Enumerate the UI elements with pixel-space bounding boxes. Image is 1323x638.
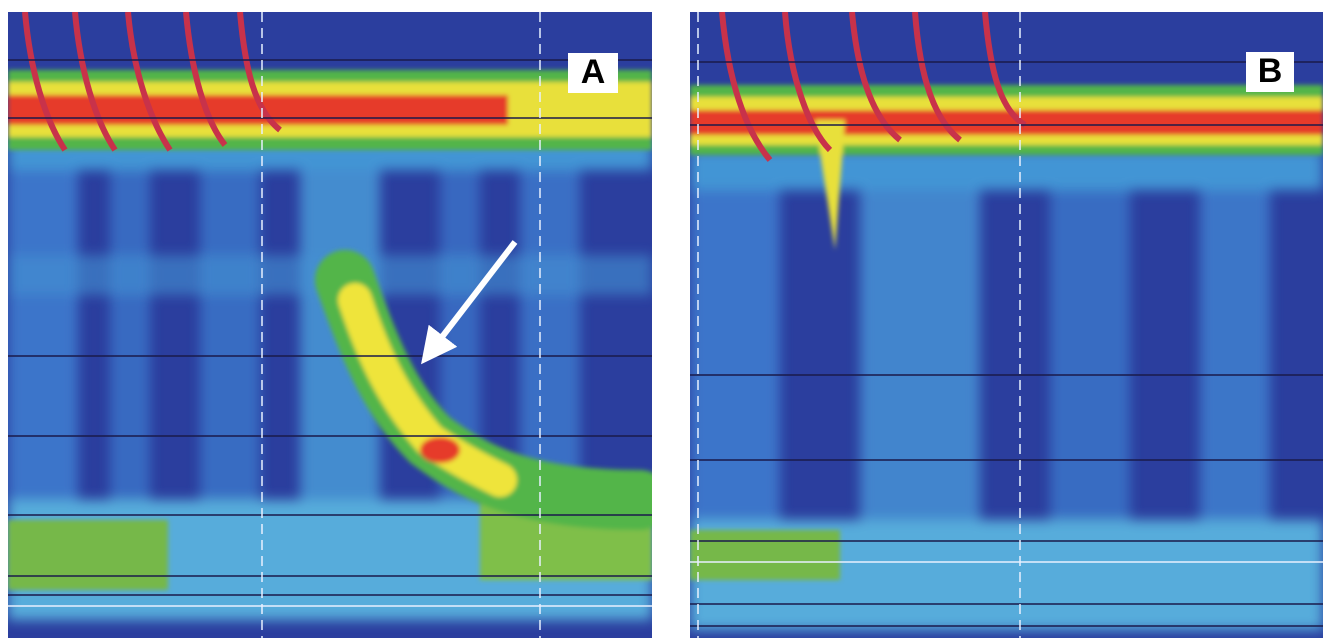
label-box — [1246, 52, 1294, 92]
panel-a — [8, 12, 652, 638]
label-box — [568, 53, 618, 93]
panel-label: A — [581, 53, 606, 91]
panel-label: B — [1258, 52, 1283, 90]
panel-b — [690, 12, 1323, 638]
